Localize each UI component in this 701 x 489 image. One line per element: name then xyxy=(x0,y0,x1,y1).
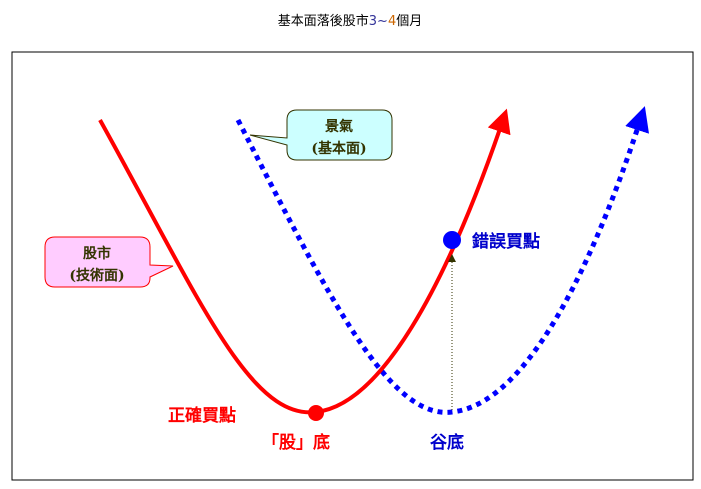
label-correct-buy: 正確買點 xyxy=(168,405,236,426)
label-valley-bottom: 谷底 xyxy=(430,432,464,453)
page-title: 基本面落後股市3~4個月 xyxy=(278,13,422,29)
frame xyxy=(11,51,694,481)
svg-text:股市: 股市 xyxy=(83,245,111,262)
svg-text:(基本面): (基本面) xyxy=(311,140,366,157)
callout-fundamental: 景氣 (基本面) xyxy=(249,109,393,161)
wrong-buy-point xyxy=(443,231,461,249)
callout-stock: 股市 (技術面) xyxy=(44,236,174,288)
label-stock-bottom: 「股」底 xyxy=(262,432,330,453)
svg-text:景氣: 景氣 xyxy=(325,118,353,135)
label-wrong-buy: 錯誤買點 xyxy=(472,231,540,252)
svg-text:(技術面): (技術面) xyxy=(69,267,124,284)
correct-buy-point xyxy=(308,405,324,421)
economy-curve xyxy=(235,106,650,415)
